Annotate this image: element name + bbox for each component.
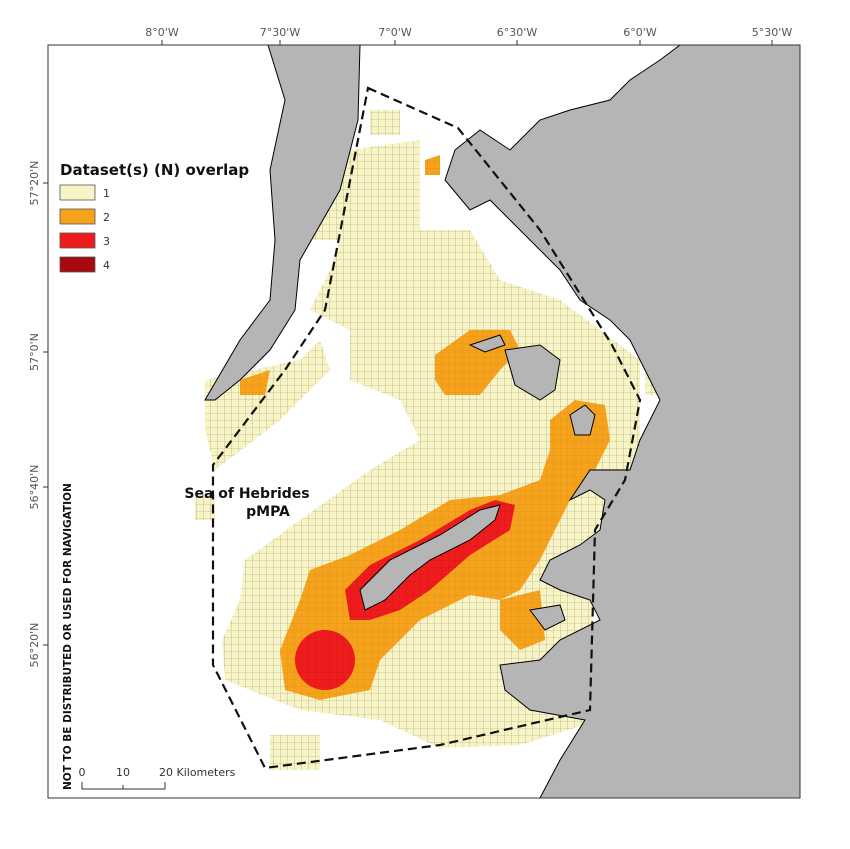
legend-swatch bbox=[59, 232, 96, 249]
longitude-label: 5°30'W bbox=[752, 26, 793, 39]
scale-label: 0 bbox=[79, 766, 86, 779]
legend-swatch bbox=[59, 208, 96, 225]
area-label: Sea of Hebrides bbox=[184, 486, 309, 502]
longitude-label: 6°0'W bbox=[623, 26, 657, 39]
land bbox=[204, 45, 800, 798]
legend-label: 3 bbox=[103, 235, 110, 248]
longitude-label: 8°0'W bbox=[145, 26, 179, 39]
longitude-label: 6°30'W bbox=[497, 26, 538, 39]
pmpa-boundary bbox=[211, 86, 642, 770]
legend-label: 2 bbox=[103, 211, 110, 224]
labels: Dataset(s) (N) overlap Sea of Hebrides p… bbox=[60, 161, 310, 790]
area-label: pMPA bbox=[246, 504, 290, 520]
map-body bbox=[195, 45, 800, 798]
legend-label: 1 bbox=[103, 187, 110, 200]
scale-bar bbox=[81, 782, 166, 790]
scale-label: 10 bbox=[116, 766, 130, 779]
latitude-label: 56°20'N bbox=[28, 623, 41, 668]
disclaimer: NOT TO BE DISTRIBUTED OR USED FOR NAVIGA… bbox=[62, 483, 74, 790]
legend-title: Dataset(s) (N) overlap bbox=[60, 161, 249, 179]
latitude-label: 57°20'N bbox=[28, 161, 41, 206]
latitude-label: 56°40'N bbox=[28, 465, 41, 510]
legend-swatch bbox=[59, 184, 96, 201]
map-frame bbox=[47, 44, 801, 799]
legend-swatch bbox=[59, 256, 96, 273]
scale-label: 20 Kilometers bbox=[159, 766, 236, 779]
longitude-label: 7°30'W bbox=[260, 26, 301, 39]
longitude-label: 7°0'W bbox=[378, 26, 412, 39]
latitude-label: 57°0'N bbox=[28, 333, 41, 371]
legend-label: 4 bbox=[103, 259, 110, 272]
